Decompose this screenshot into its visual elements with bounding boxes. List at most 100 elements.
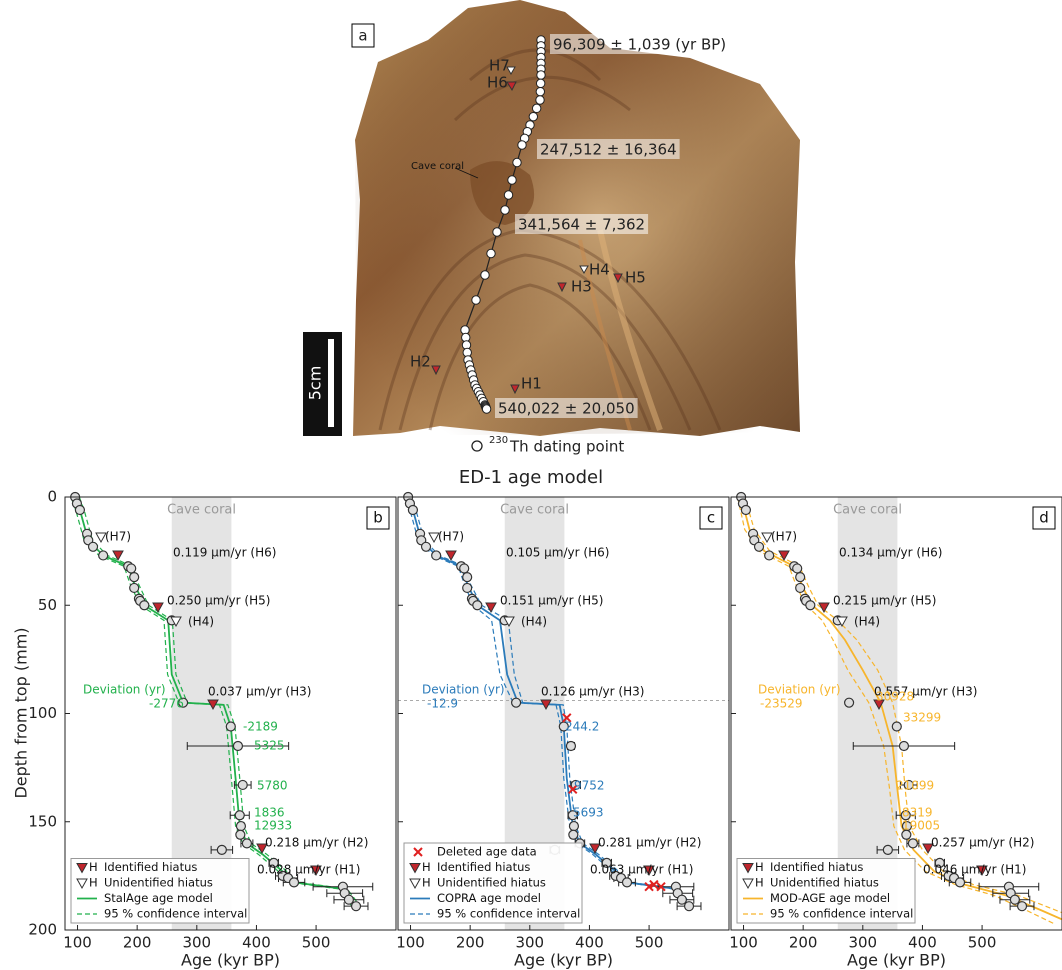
legend-label: Identified hiatus xyxy=(437,860,530,874)
dating-point xyxy=(793,564,802,573)
growth-rate-label: 0.028 µm/yr (H1) xyxy=(257,863,360,877)
x-tick-label: 200 xyxy=(456,934,485,952)
deviation-label: 19005 xyxy=(902,819,940,833)
dating-point xyxy=(89,542,98,551)
x-tick-label: 100 xyxy=(396,934,425,952)
age-label: 247,512 ± 16,364 xyxy=(540,141,677,159)
photo-panel: a 96,309 ± 1,039 (yr BP) 247,512 ± 16,36… xyxy=(303,0,800,456)
dating-point xyxy=(242,839,251,848)
x-tick-label: 500 xyxy=(302,934,331,952)
legend-symbol: H xyxy=(89,876,98,890)
dating-point xyxy=(130,583,139,592)
dating-point xyxy=(463,573,472,582)
dating-point xyxy=(796,583,805,592)
dating-point xyxy=(236,822,245,831)
scale-bar xyxy=(328,339,334,427)
growth-rate-label: 0.119 µm/yr (H6) xyxy=(173,546,276,560)
dating-point xyxy=(422,542,431,551)
legend-label: Unidentified hiatus xyxy=(770,876,879,890)
panel-label: a xyxy=(358,27,367,45)
y-tick-label: 200 xyxy=(28,921,57,939)
y-tick-label: 50 xyxy=(38,596,57,614)
legend-label: Identified hiatus xyxy=(104,860,197,874)
scale-label: 5cm xyxy=(306,366,325,401)
deviation-label: 30928 xyxy=(876,690,914,704)
panel-label: d xyxy=(1039,509,1049,527)
age-label: 341,564 ± 7,362 xyxy=(518,216,645,234)
deviation-label: 12933 xyxy=(254,819,292,833)
deviation-label: 33299 xyxy=(903,711,941,725)
dating-point xyxy=(432,551,441,560)
legend-label: COPRA age model xyxy=(437,891,541,905)
growth-rate-label: 0.105 µm/yr (H6) xyxy=(506,546,609,560)
hiatus-tag: (H4) xyxy=(521,615,547,629)
dating-point xyxy=(233,741,242,750)
legend-symbol: H xyxy=(89,860,98,874)
deviation-title: Deviation (yr) xyxy=(758,683,841,697)
hiatus-tag: (H4) xyxy=(854,615,880,629)
dating-point xyxy=(127,564,136,573)
deviation-label: 21099 xyxy=(896,779,934,793)
dating-point xyxy=(130,573,139,582)
band-label: Cave coral xyxy=(167,503,236,518)
dating-dot xyxy=(537,71,545,79)
dating-dot xyxy=(508,176,516,184)
dating-point xyxy=(235,811,244,820)
dating-dot xyxy=(518,141,526,149)
x-tick-label: 300 xyxy=(182,934,211,952)
x-tick-label: 400 xyxy=(575,934,604,952)
growth-rate-label: 0.257 µm/yr (H2) xyxy=(931,836,1034,850)
growth-rate-label: 0.046 µm/yr (H1) xyxy=(923,863,1026,877)
deviation-label: 1836 xyxy=(254,806,285,820)
hiatus-tag: (H7) xyxy=(438,530,464,544)
dating-point xyxy=(290,878,299,887)
x-tick-label: 400 xyxy=(242,934,271,952)
dating-point xyxy=(677,895,686,904)
legend-symbol: H xyxy=(422,860,431,874)
band-label: Cave coral xyxy=(500,503,569,518)
deviation-label: 5325 xyxy=(254,739,285,753)
dating-point xyxy=(344,895,353,904)
deviation-label: -23529 xyxy=(760,697,803,711)
dating-point xyxy=(623,878,632,887)
dating-point xyxy=(463,583,472,592)
dating-point xyxy=(236,830,245,839)
hiatus-tag: (H7) xyxy=(105,530,131,544)
dating-point xyxy=(806,601,815,610)
figure-title: ED-1 age model xyxy=(459,467,603,488)
legend-label: MOD-AGE age model xyxy=(770,891,890,905)
legend-symbol: H xyxy=(422,876,431,890)
growth-rate-label: 0.250 µm/yr (H5) xyxy=(167,594,270,608)
deviation-label: -12.9 xyxy=(427,697,458,711)
cave-coral-label: Cave coral xyxy=(411,161,464,172)
growth-rate-label: 0.037 µm/yr (H3) xyxy=(208,685,311,699)
hiatus-label: H4 xyxy=(589,261,610,279)
age-label: 96,309 ± 1,039 (yr BP) xyxy=(553,36,726,54)
growth-rate-label: 0.134 µm/yr (H6) xyxy=(839,546,942,560)
dating-point xyxy=(512,698,521,707)
panel-label: c xyxy=(707,509,715,527)
dating-point xyxy=(908,839,917,848)
dating-point xyxy=(1018,902,1027,911)
figure: a 96,309 ± 1,039 (yr BP) 247,512 ± 16,36… xyxy=(0,0,1062,970)
dating-point xyxy=(685,902,694,911)
hiatus-label: H5 xyxy=(625,269,646,287)
growth-rate-label: 0.218 µm/yr (H2) xyxy=(265,836,368,850)
legend-label: 95 % confidence interval xyxy=(104,907,247,921)
dating-point xyxy=(956,878,965,887)
dating-point xyxy=(238,780,247,789)
dating-dot xyxy=(493,228,501,236)
deviation-label: 244.2 xyxy=(565,720,599,734)
dating-point xyxy=(883,845,892,854)
deviation-label: 9752 xyxy=(574,779,605,793)
dating-dot xyxy=(536,87,544,95)
hiatus-tag: (H7) xyxy=(771,530,797,544)
dating-dot xyxy=(487,249,495,257)
age-label: 540,022 ± 20,050 xyxy=(498,400,635,418)
dating-point xyxy=(75,505,84,514)
legend-marker xyxy=(472,441,482,451)
deviation-label: 8319 xyxy=(902,806,933,820)
hiatus-label: H7 xyxy=(489,57,510,75)
